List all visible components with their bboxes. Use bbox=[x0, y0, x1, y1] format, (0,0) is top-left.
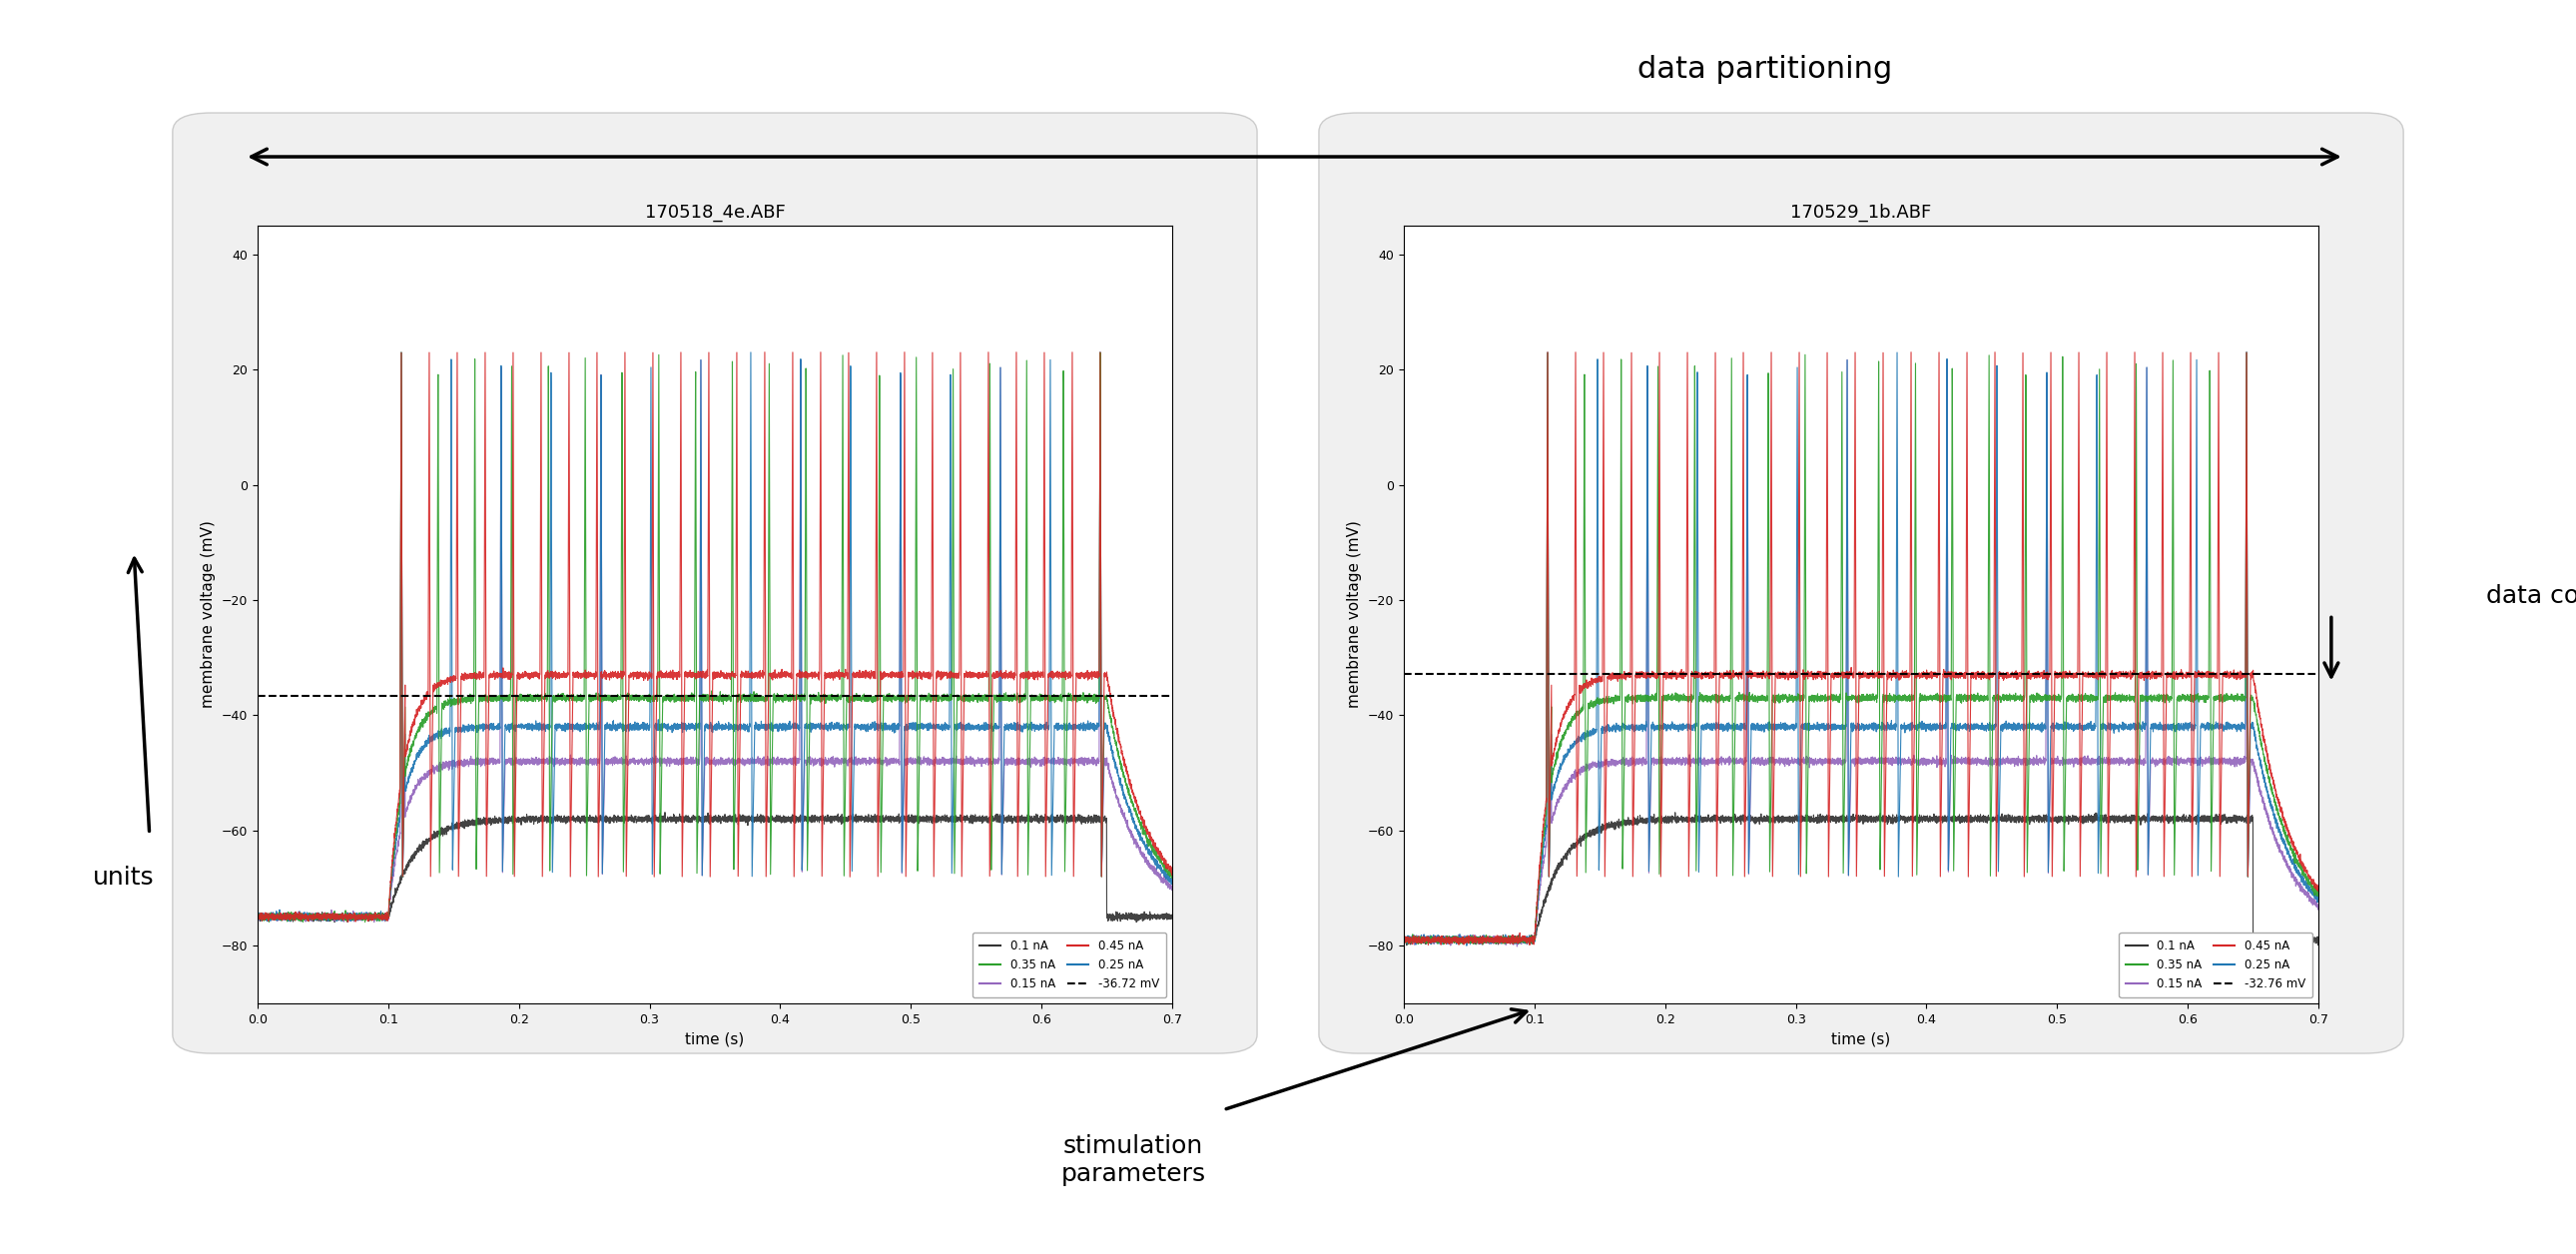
Y-axis label: membrane voltage (mV): membrane voltage (mV) bbox=[201, 520, 216, 709]
Legend: 0.1 nA, 0.35 nA, 0.15 nA, 0.45 nA, 0.25 nA, -36.72 mV: 0.1 nA, 0.35 nA, 0.15 nA, 0.45 nA, 0.25 … bbox=[974, 933, 1167, 997]
Y-axis label: membrane voltage (mV): membrane voltage (mV) bbox=[1347, 520, 1363, 709]
Legend: 0.1 nA, 0.35 nA, 0.15 nA, 0.45 nA, 0.25 nA, -32.76 mV: 0.1 nA, 0.35 nA, 0.15 nA, 0.45 nA, 0.25 … bbox=[2120, 933, 2313, 997]
Text: stimulation
parameters: stimulation parameters bbox=[1061, 1134, 1206, 1186]
Text: data partitioning: data partitioning bbox=[1638, 54, 1891, 84]
Title: 170529_1b.ABF: 170529_1b.ABF bbox=[1790, 203, 1932, 222]
Text: units: units bbox=[93, 865, 155, 890]
Title: 170518_4e.ABF: 170518_4e.ABF bbox=[644, 203, 786, 222]
X-axis label: time (s): time (s) bbox=[1832, 1032, 1891, 1046]
Text: data corrections: data corrections bbox=[2486, 583, 2576, 608]
X-axis label: time (s): time (s) bbox=[685, 1032, 744, 1046]
